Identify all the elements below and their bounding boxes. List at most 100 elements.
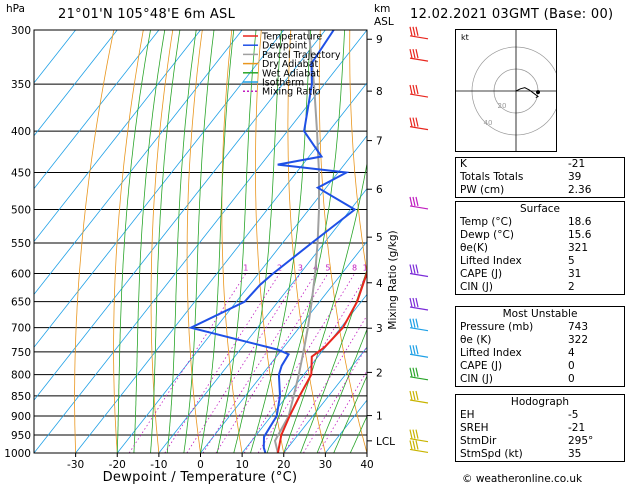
- dry-adiabat: [349, 30, 367, 276]
- wind-barb: [409, 264, 429, 278]
- row-value: 321: [568, 242, 589, 254]
- table-row: CIN (J) 2: [456, 281, 624, 294]
- legend-label: Mixing Ratio: [262, 87, 321, 98]
- isotherm-line: [34, 30, 243, 296]
- wet-adiabat: [133, 30, 166, 453]
- row-value: 5: [568, 255, 575, 267]
- temp-tick-label: 40: [360, 459, 373, 471]
- wet-adiabat: [116, 30, 151, 453]
- indices-table: K -21 Totals Totals 39 PW (cm) 2.36: [455, 157, 625, 198]
- isotherm-line: [158, 187, 367, 453]
- table-row: Lifted Index 5: [456, 255, 624, 268]
- pressure-tick-label: 850: [11, 391, 31, 403]
- footer-credit: © weatheronline.co.uk: [462, 473, 583, 485]
- temp-tick-label: 20: [277, 459, 290, 471]
- isotherm-line: [34, 30, 160, 190]
- row-value: 743: [568, 321, 589, 333]
- row-value: -21: [568, 158, 586, 170]
- temp-tick-label: 30: [319, 459, 332, 471]
- km-tick-label: 9: [376, 34, 383, 46]
- wet-adiabat: [200, 30, 235, 453]
- header-hpa-label: hPa: [6, 3, 25, 15]
- legend-label: Wet Adiabat: [262, 68, 320, 79]
- wind-barb: [409, 367, 429, 381]
- mixing-ratio-label: 10: [363, 264, 373, 273]
- hodograph-trace: [515, 87, 539, 99]
- mixing-ratio-line: [202, 273, 317, 453]
- row-value: 0: [568, 373, 575, 385]
- row-label: Totals Totals: [460, 171, 524, 183]
- row-value: -21: [568, 422, 586, 434]
- table-row: CAPE (J) 0: [456, 360, 624, 373]
- wind-barb: [409, 440, 429, 454]
- temp-tick-label: -20: [109, 459, 126, 471]
- table-row: CIN (J) 0: [456, 373, 624, 386]
- row-label: CAPE (J): [460, 360, 503, 372]
- wet-adiabat: [183, 30, 215, 453]
- row-label: CAPE (J): [460, 268, 503, 280]
- header-datetime: 12.02.2021 03GMT (Base: 00): [410, 7, 614, 22]
- pressure-tick-label: 750: [11, 347, 31, 359]
- km-tick-label: 1: [376, 411, 383, 423]
- row-value: 2.36: [568, 184, 592, 196]
- dry-adiabat: [318, 30, 367, 453]
- legend-label: Dry Adiabat: [262, 59, 319, 70]
- dry-adiabat: [255, 30, 285, 453]
- table-row: θe(K) 321: [456, 242, 624, 255]
- dry-adiabat: [221, 30, 243, 453]
- row-label: Dewp (°C): [460, 229, 514, 241]
- x-axis-label: Dewpoint / Temperature (°C): [103, 470, 298, 485]
- parcel-trajectory-line: [273, 30, 320, 453]
- table-row: θe (K) 322: [456, 334, 624, 347]
- pressure-tick-label: 550: [11, 238, 31, 250]
- isotherm-line: [34, 30, 367, 453]
- km-tick-label: 6: [376, 184, 383, 196]
- wind-barb: [409, 429, 429, 443]
- hodograph-params-table: Hodograph EH -5 SREH -21 StmDir 295° StmSpd (kt…: [455, 394, 625, 462]
- wet-adiabat: [216, 30, 257, 453]
- legend-label: Parcel Trajectory: [262, 50, 341, 61]
- most-unstable-table: Most Unstable Pressure (mb) 743 θe (K) 322 Li…: [455, 306, 625, 387]
- table-title: Most Unstable: [502, 308, 578, 320]
- km-tick-label: 8: [376, 86, 383, 98]
- table-row: Lifted Index 4: [456, 347, 624, 360]
- km-tick-label: 7: [376, 136, 383, 148]
- table-row: StmSpd (kt) 35: [456, 448, 624, 461]
- isotherm-line: [283, 346, 367, 453]
- dry-adiabat: [287, 30, 326, 453]
- pressure-tick-label: 950: [11, 430, 31, 442]
- mixing-ratio-line: [243, 273, 355, 453]
- dewpoint-line: [187, 30, 357, 453]
- mixing-ratio-label: 8: [352, 264, 357, 273]
- wind-barb: [409, 26, 429, 40]
- table-row: SREH -21: [456, 422, 624, 435]
- pressure-tick-label: 1000: [4, 448, 31, 460]
- wind-barb: [409, 48, 429, 62]
- isotherm-line: [34, 30, 118, 137]
- table-row: StmDir 295°: [456, 435, 624, 448]
- isotherm-line: [34, 30, 201, 243]
- pressure-tick-label: 600: [11, 269, 31, 281]
- km-tick-label: 2: [376, 367, 383, 379]
- wet-adiabat: [150, 30, 181, 453]
- wind-barb: [409, 318, 429, 332]
- dry-adiabat: [113, 30, 144, 453]
- wet-adiabat: [316, 328, 367, 453]
- row-value: 322: [568, 334, 589, 346]
- row-value: 4: [568, 347, 575, 359]
- row-label: Pressure (mb): [460, 321, 534, 333]
- hodograph-plot: kt 20 40: [456, 30, 556, 151]
- row-value: 2: [568, 281, 575, 293]
- pressure-tick-label: 900: [11, 411, 31, 423]
- pressure-tick-label: 400: [11, 126, 31, 138]
- wet-adiabat: [333, 374, 367, 453]
- wet-adiabat: [233, 30, 282, 453]
- header-asl-label: ASL: [374, 16, 394, 28]
- km-tick-label: 5: [376, 232, 383, 244]
- row-label: SREH: [460, 422, 489, 434]
- mixing-ratio-line: [303, 345, 367, 453]
- row-value: 18.6: [568, 216, 592, 228]
- hodograph-unit-label: kt: [461, 33, 469, 42]
